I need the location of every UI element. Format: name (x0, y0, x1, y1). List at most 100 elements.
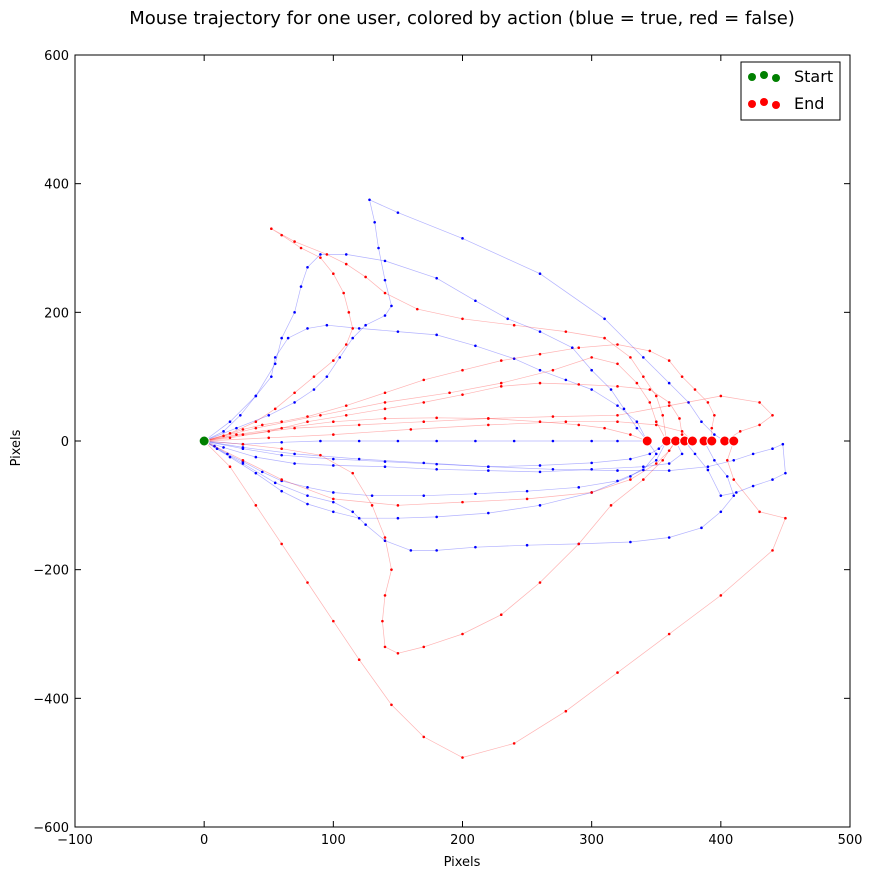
trajectory-point-true (332, 457, 335, 461)
trajectory-point-false (616, 671, 619, 674)
trajectory-point-true (267, 413, 271, 417)
trajectory-point-true (629, 475, 632, 478)
trajectory-point-true (228, 420, 232, 424)
trajectory-point-true (293, 401, 296, 404)
trajectory-point-false (383, 391, 387, 395)
trajectory-point-true (357, 439, 361, 443)
trajectory-point-false (616, 420, 619, 424)
trajectory-point-false (609, 504, 613, 507)
y-tick-label: −200 (33, 564, 69, 579)
trajectory-point-true (474, 344, 477, 348)
trajectory-point-false (422, 420, 426, 424)
trajectory-point-false (280, 233, 283, 237)
trajectory-point-true (512, 439, 516, 443)
x-tick-label: 400 (708, 833, 733, 848)
trajectory-line-false (203, 440, 786, 758)
trajectory-point-false (680, 430, 684, 433)
trajectory-point-false (357, 658, 361, 662)
trajectory-point-false (319, 413, 322, 417)
trajectory-point-false (667, 359, 671, 362)
trajectory-point-false (280, 542, 283, 546)
trajectory-point-true (228, 455, 232, 459)
trajectory-point-true (357, 327, 361, 330)
trajectory-line-false (204, 440, 676, 506)
trajectory-line-false (204, 421, 693, 442)
trajectory-line-true (204, 440, 667, 519)
trajectory-point-false (306, 415, 309, 418)
trajectory-point-true (590, 388, 593, 391)
trajectory-point-true (642, 468, 645, 472)
trajectory-point-false (732, 478, 736, 481)
trajectory-point-false (487, 423, 490, 427)
trajectory-point-false (312, 375, 316, 378)
legend-start-marker (748, 73, 756, 81)
y-tick-label: 600 (44, 49, 69, 64)
trajectory-point-true (435, 439, 438, 443)
trajectory-point-true (422, 494, 426, 497)
trajectory-point-true (254, 455, 258, 459)
end-marker (728, 435, 740, 447)
trajectory-point-true (590, 368, 593, 372)
trajectory-line-false (204, 357, 667, 442)
trajectory-line-true (204, 440, 667, 468)
trajectory-point-true (222, 430, 225, 433)
trajectory-point-false (270, 227, 273, 230)
trajectory-point-false (241, 433, 245, 436)
y-tick-label: 400 (44, 178, 69, 193)
trajectory-point-true (332, 500, 335, 504)
trajectory-line-true (204, 440, 648, 445)
plot-series (198, 198, 787, 759)
trajectory-point-true (226, 452, 229, 456)
trajectory-point-false (577, 542, 581, 546)
trajectory-point-true (687, 401, 690, 404)
trajectory-point-false (512, 323, 516, 327)
trajectory-point-true (654, 459, 658, 462)
trajectory-point-true (706, 465, 710, 469)
trajectory-point-false (390, 568, 393, 571)
trajectory-point-true (351, 510, 355, 514)
trajectory-point-false (293, 391, 296, 395)
trajectory-point-false (344, 343, 348, 346)
trajectory-point-true (306, 502, 309, 506)
legend-start-marker (760, 71, 768, 79)
trajectory-point-true (273, 362, 277, 366)
trajectory-point-false (241, 459, 245, 462)
trajectory-point-false (422, 645, 426, 649)
trajectory-point-true (577, 486, 581, 489)
trajectory-line-false (204, 344, 715, 442)
trajectory-point-false (319, 256, 322, 259)
trajectory-point-true (383, 278, 387, 282)
trajectory-point-false (512, 742, 516, 745)
trajectory-point-false (538, 381, 542, 385)
trajectory-point-true (590, 468, 593, 471)
trajectory-point-false (299, 246, 303, 250)
trajectory-point-true (306, 494, 309, 497)
legend: Start End (740, 61, 841, 121)
trajectory-point-true (280, 489, 283, 493)
trajectory-point-false (254, 426, 258, 430)
x-tick-label: 200 (450, 833, 475, 848)
legend-box (740, 61, 841, 121)
trajectory-point-true (538, 464, 542, 467)
trajectory-point-false (396, 504, 400, 507)
trajectory-point-false (383, 407, 387, 411)
trajectory-point-true (667, 536, 671, 539)
trajectory-point-false (680, 375, 684, 378)
trajectory-point-true (435, 333, 438, 337)
trajectory-point-true (667, 462, 671, 465)
axis-ticks: −100 0 100 200 300 400 500 −600 −400 −200 0 200 400 6… (33, 49, 862, 848)
trajectory-point-true (506, 317, 510, 321)
trajectory-point-true (616, 439, 619, 443)
trajectory-point-false (273, 407, 277, 411)
trajectory-point-true (487, 469, 490, 472)
end-marker (686, 435, 698, 447)
trajectory-point-false (654, 462, 658, 465)
trajectory-point-false (267, 436, 271, 440)
trajectory-point-true (719, 494, 723, 497)
trajectory-point-true (435, 549, 438, 552)
trajectory-point-true (332, 491, 335, 494)
trajectory-point-false (280, 478, 283, 481)
trajectory-point-true (713, 433, 716, 436)
trajectory-point-false (771, 549, 774, 552)
